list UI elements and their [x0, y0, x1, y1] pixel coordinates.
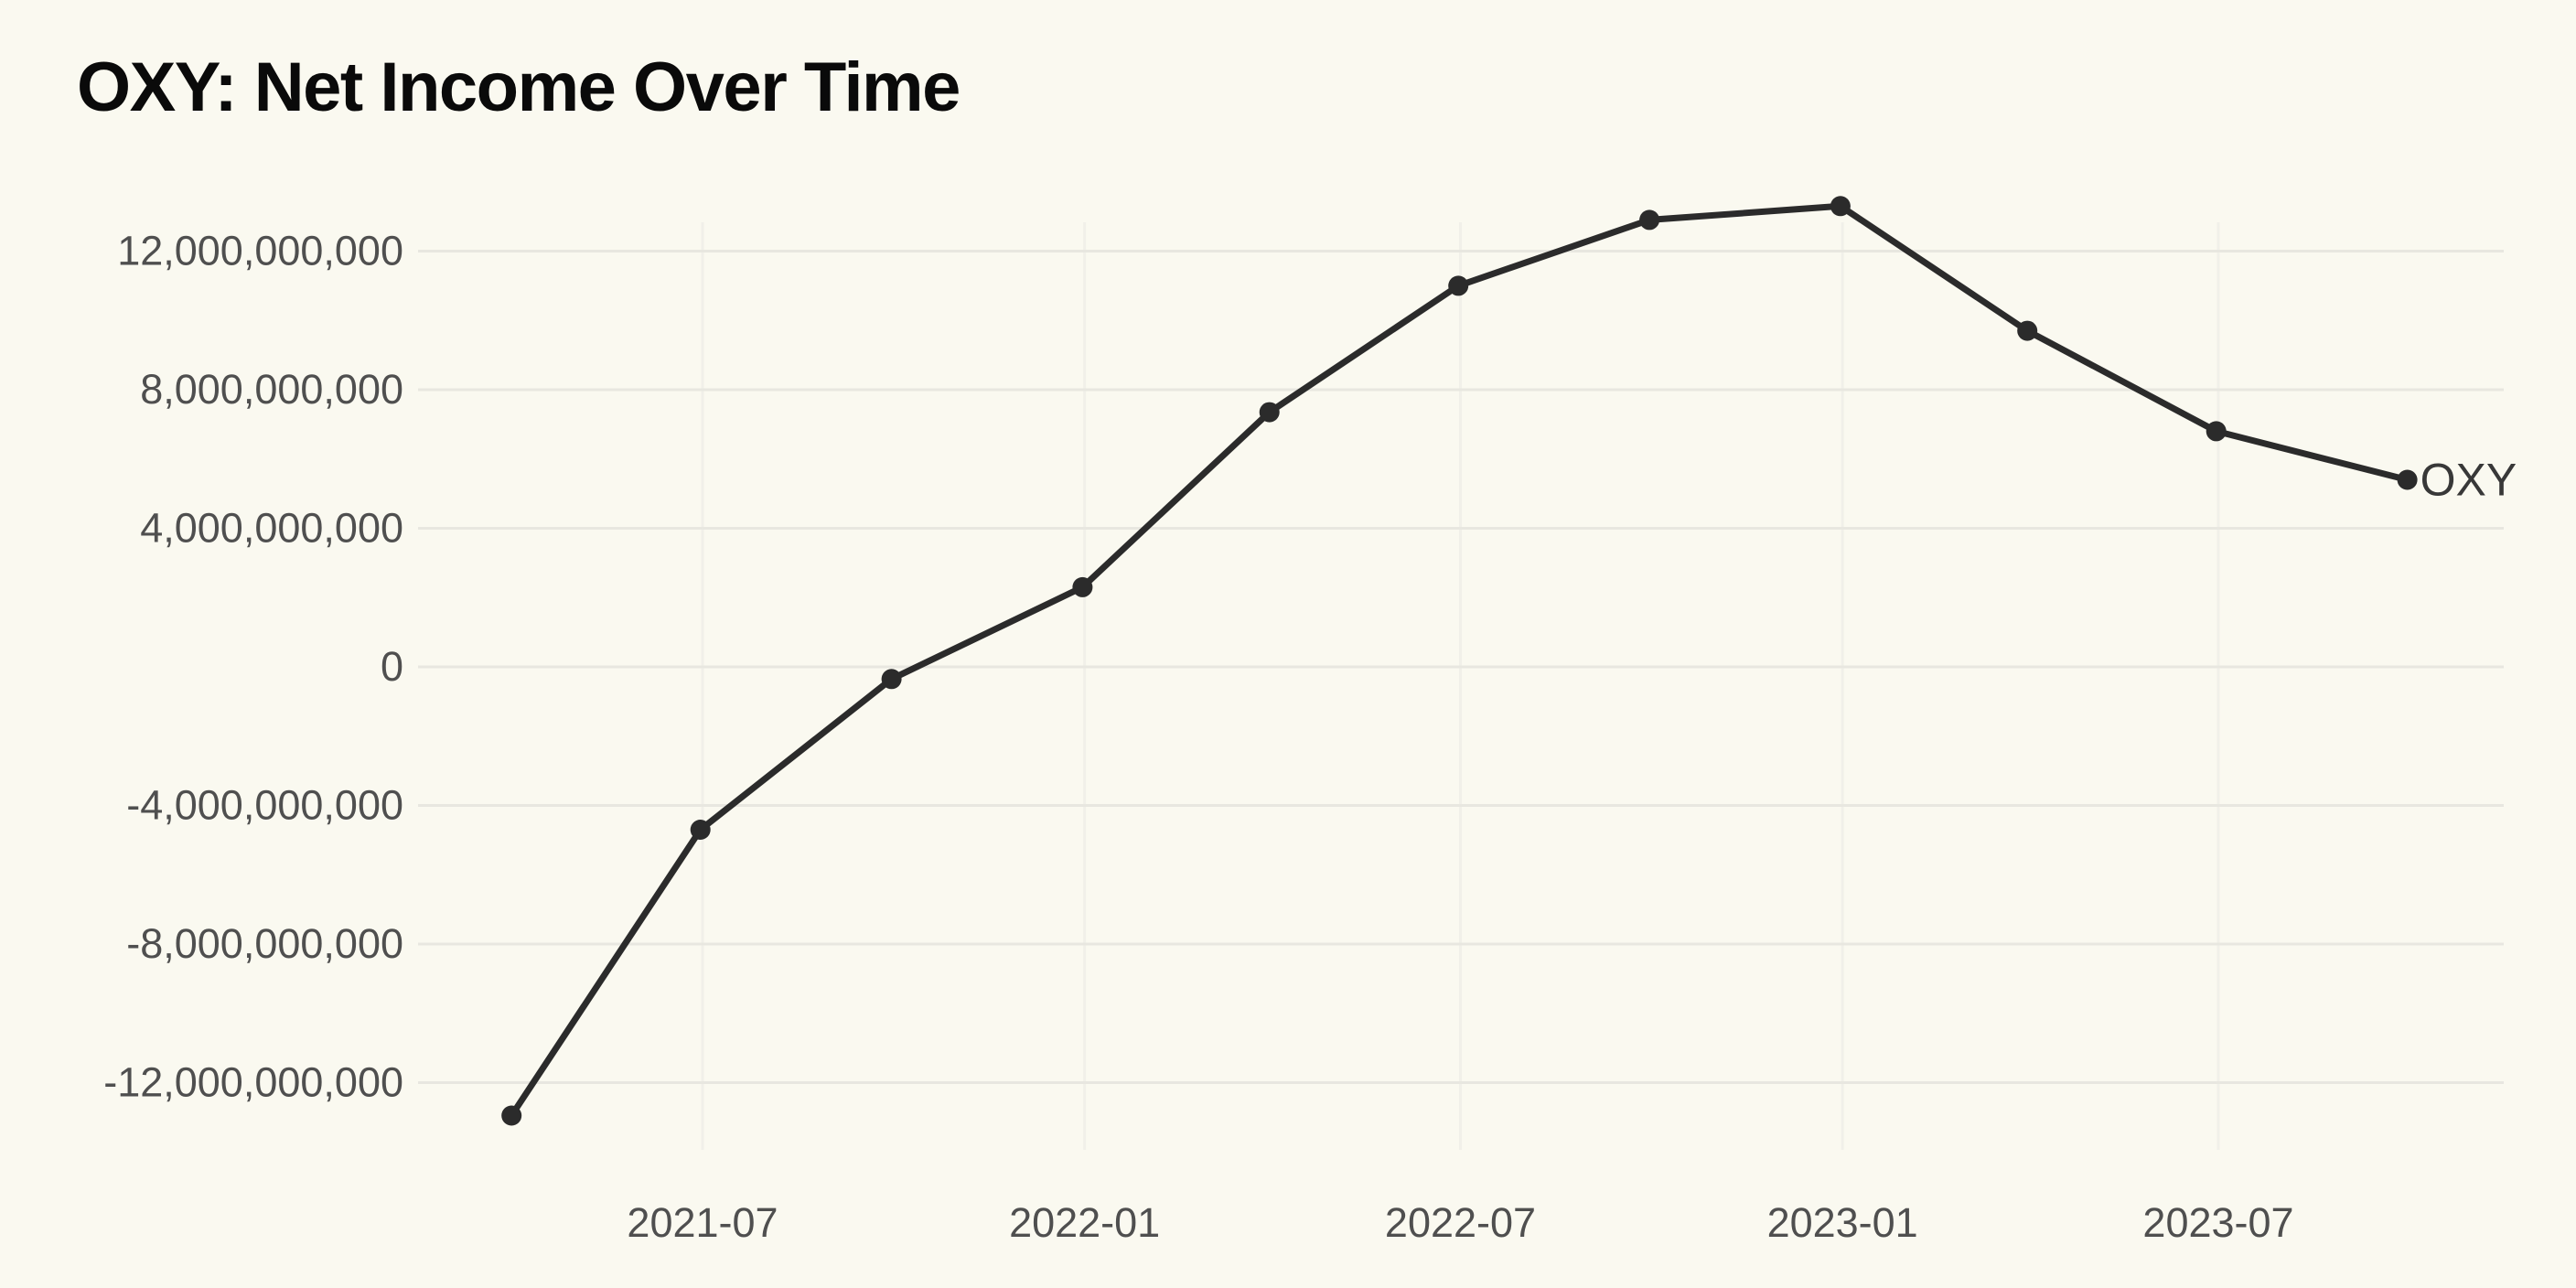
x-tick-label: 2023-07: [2142, 1199, 2293, 1246]
y-tick-label: 8,000,000,000: [140, 366, 403, 413]
data-point: [1639, 209, 1660, 231]
data-point: [690, 820, 711, 840]
data-point: [2206, 421, 2227, 442]
y-tick-label: -4,000,000,000: [126, 782, 403, 829]
x-tick-label: 2023-01: [1767, 1199, 1918, 1246]
data-point: [1072, 576, 1093, 597]
y-tick-label: 12,000,000,000: [117, 228, 403, 274]
data-point: [501, 1105, 522, 1126]
y-tick-label: 0: [381, 643, 403, 690]
data-point: [1448, 275, 1469, 296]
y-tick-label: -12,000,000,000: [103, 1059, 403, 1106]
x-tick-label: 2021-07: [627, 1199, 778, 1246]
horizontal-gridlines: [418, 250, 2504, 1084]
data-point: [1259, 402, 1280, 423]
y-tick-label: -8,000,000,000: [126, 920, 403, 967]
axis-tick-labels: 2021-07 2022-01 2022-07 2023-01 2023-07 12,00…: [103, 228, 2293, 1247]
data-point: [1830, 196, 1851, 217]
x-tick-label: 2022-07: [1385, 1199, 1536, 1246]
vertical-gridlines: [701, 222, 2220, 1150]
data-point: [2397, 469, 2418, 490]
y-tick-label: 4,000,000,000: [140, 505, 403, 552]
series-layer: OXY: [501, 196, 2517, 1126]
chart-title: OXY: Net Income Over Time: [77, 48, 961, 126]
data-point: [881, 669, 902, 690]
x-tick-label: 2022-01: [1009, 1199, 1160, 1246]
data-point: [2017, 320, 2038, 341]
series-end-label: OXY: [2420, 455, 2517, 506]
